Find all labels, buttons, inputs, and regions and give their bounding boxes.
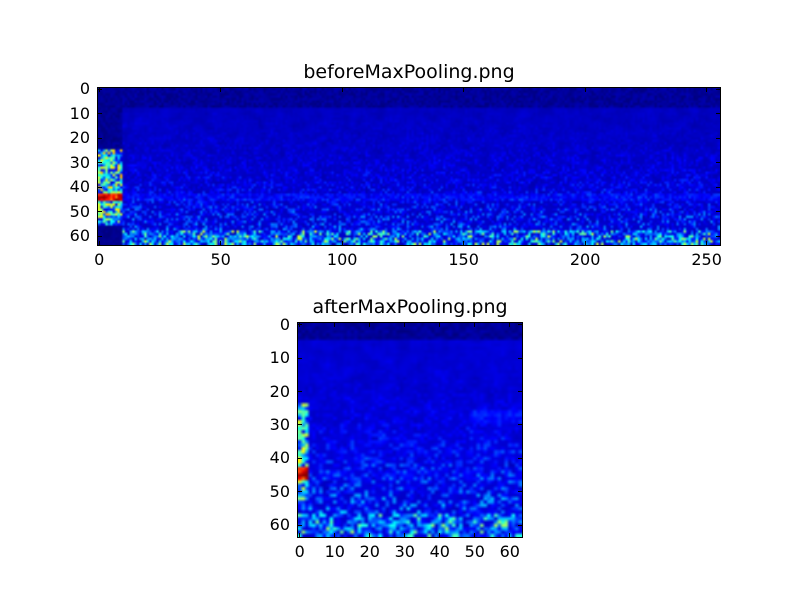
x-tick-mark bbox=[334, 323, 336, 327]
y-tick-label: 10 bbox=[269, 348, 290, 368]
x-tick-mark bbox=[584, 241, 586, 245]
x-tick-label: 40 bbox=[429, 542, 450, 561]
x-tick-label: 30 bbox=[394, 542, 415, 561]
x-tick-label: 50 bbox=[464, 542, 485, 561]
y-tick-mark bbox=[298, 357, 302, 359]
y-tick-mark bbox=[518, 491, 522, 493]
x-tick-label: 10 bbox=[324, 542, 345, 561]
x-tick-label: 0 bbox=[94, 250, 105, 269]
x-tick-mark bbox=[369, 323, 371, 327]
y-tick-label: 60 bbox=[269, 515, 290, 535]
x-tick-mark bbox=[98, 88, 100, 92]
y-tick-label: 10 bbox=[69, 103, 90, 123]
y-tick-label: 40 bbox=[69, 177, 90, 197]
y-tick-label: 20 bbox=[269, 381, 290, 401]
x-tick-label: 200 bbox=[569, 250, 601, 269]
x-tick-label: 60 bbox=[499, 542, 520, 561]
plot-title-after: afterMaxPooling.png bbox=[312, 296, 508, 318]
x-tick-mark bbox=[220, 88, 222, 92]
y-tick-mark bbox=[98, 113, 102, 115]
y-tick-label: 60 bbox=[69, 226, 90, 246]
y-tick-mark bbox=[518, 457, 522, 459]
x-tick-label: 20 bbox=[359, 542, 380, 561]
y-tick-mark bbox=[518, 424, 522, 426]
y-tick-label: 30 bbox=[69, 152, 90, 172]
x-tick-label: 250 bbox=[691, 250, 722, 269]
y-tick-mark bbox=[98, 235, 102, 237]
x-tick-label: 0 bbox=[294, 542, 305, 561]
x-tick-mark bbox=[98, 241, 100, 245]
x-tick-mark bbox=[463, 88, 465, 92]
x-tick-mark bbox=[706, 88, 708, 92]
y-tick-mark bbox=[98, 137, 102, 139]
y-tick-mark bbox=[518, 324, 522, 326]
y-tick-mark bbox=[518, 357, 522, 359]
y-tick-mark bbox=[98, 186, 102, 188]
heatmap-axes-after: afterMaxPooling.png 0 10 20 30 40 50 60 0 10 20 30… bbox=[270, 296, 523, 561]
y-tick-mark bbox=[518, 391, 522, 393]
y-tick-mark bbox=[716, 113, 720, 115]
heatmap-image-after bbox=[298, 323, 522, 537]
x-tick-mark bbox=[334, 533, 336, 537]
x-tick-mark bbox=[439, 323, 441, 327]
x-tick-mark bbox=[404, 533, 406, 537]
y-tick-mark bbox=[298, 457, 302, 459]
x-tick-mark bbox=[369, 533, 371, 537]
y-tick-mark bbox=[298, 324, 302, 326]
x-tick-mark bbox=[439, 533, 441, 537]
y-tick-mark bbox=[298, 524, 302, 526]
y-tick-mark bbox=[518, 524, 522, 526]
x-tick-mark bbox=[509, 533, 511, 537]
x-tick-mark bbox=[474, 323, 476, 327]
y-tick-mark bbox=[716, 162, 720, 164]
y-tick-label: 20 bbox=[69, 128, 90, 148]
x-tick-label: 100 bbox=[326, 250, 358, 269]
heatmap-image-before bbox=[98, 88, 720, 245]
y-tick-mark bbox=[716, 211, 720, 213]
y-tick-label: 40 bbox=[269, 448, 290, 468]
y-tick-mark bbox=[298, 491, 302, 493]
x-tick-mark bbox=[509, 323, 511, 327]
x-tick-mark bbox=[706, 241, 708, 245]
y-tick-mark bbox=[716, 137, 720, 139]
y-tick-mark bbox=[716, 88, 720, 90]
plot-title-before: beforeMaxPooling.png bbox=[303, 61, 515, 83]
x-tick-mark bbox=[474, 533, 476, 537]
y-tick-mark bbox=[98, 88, 102, 90]
x-tick-mark bbox=[341, 88, 343, 92]
y-tick-mark bbox=[98, 162, 102, 164]
x-tick-mark bbox=[341, 241, 343, 245]
x-tick-mark bbox=[220, 241, 222, 245]
x-tick-label: 50 bbox=[210, 250, 231, 269]
y-tick-mark bbox=[716, 235, 720, 237]
x-tick-mark bbox=[299, 533, 301, 537]
heatmap-axes-before: beforeMaxPooling.png 0 50 100 150 200 250 0 10 2… bbox=[70, 61, 722, 269]
y-tick-mark bbox=[716, 186, 720, 188]
x-tick-mark bbox=[584, 88, 586, 92]
y-tick-mark bbox=[298, 424, 302, 426]
y-tick-mark bbox=[298, 391, 302, 393]
y-tick-label: 50 bbox=[269, 481, 290, 501]
y-tick-label: 50 bbox=[69, 201, 90, 221]
y-tick-mark bbox=[98, 211, 102, 213]
y-tick-label: 0 bbox=[279, 314, 290, 334]
x-tick-label: 150 bbox=[448, 250, 479, 269]
y-tick-label: 30 bbox=[269, 414, 290, 434]
y-tick-label: 0 bbox=[79, 79, 90, 99]
x-tick-mark bbox=[404, 323, 406, 327]
x-tick-mark bbox=[463, 241, 465, 245]
